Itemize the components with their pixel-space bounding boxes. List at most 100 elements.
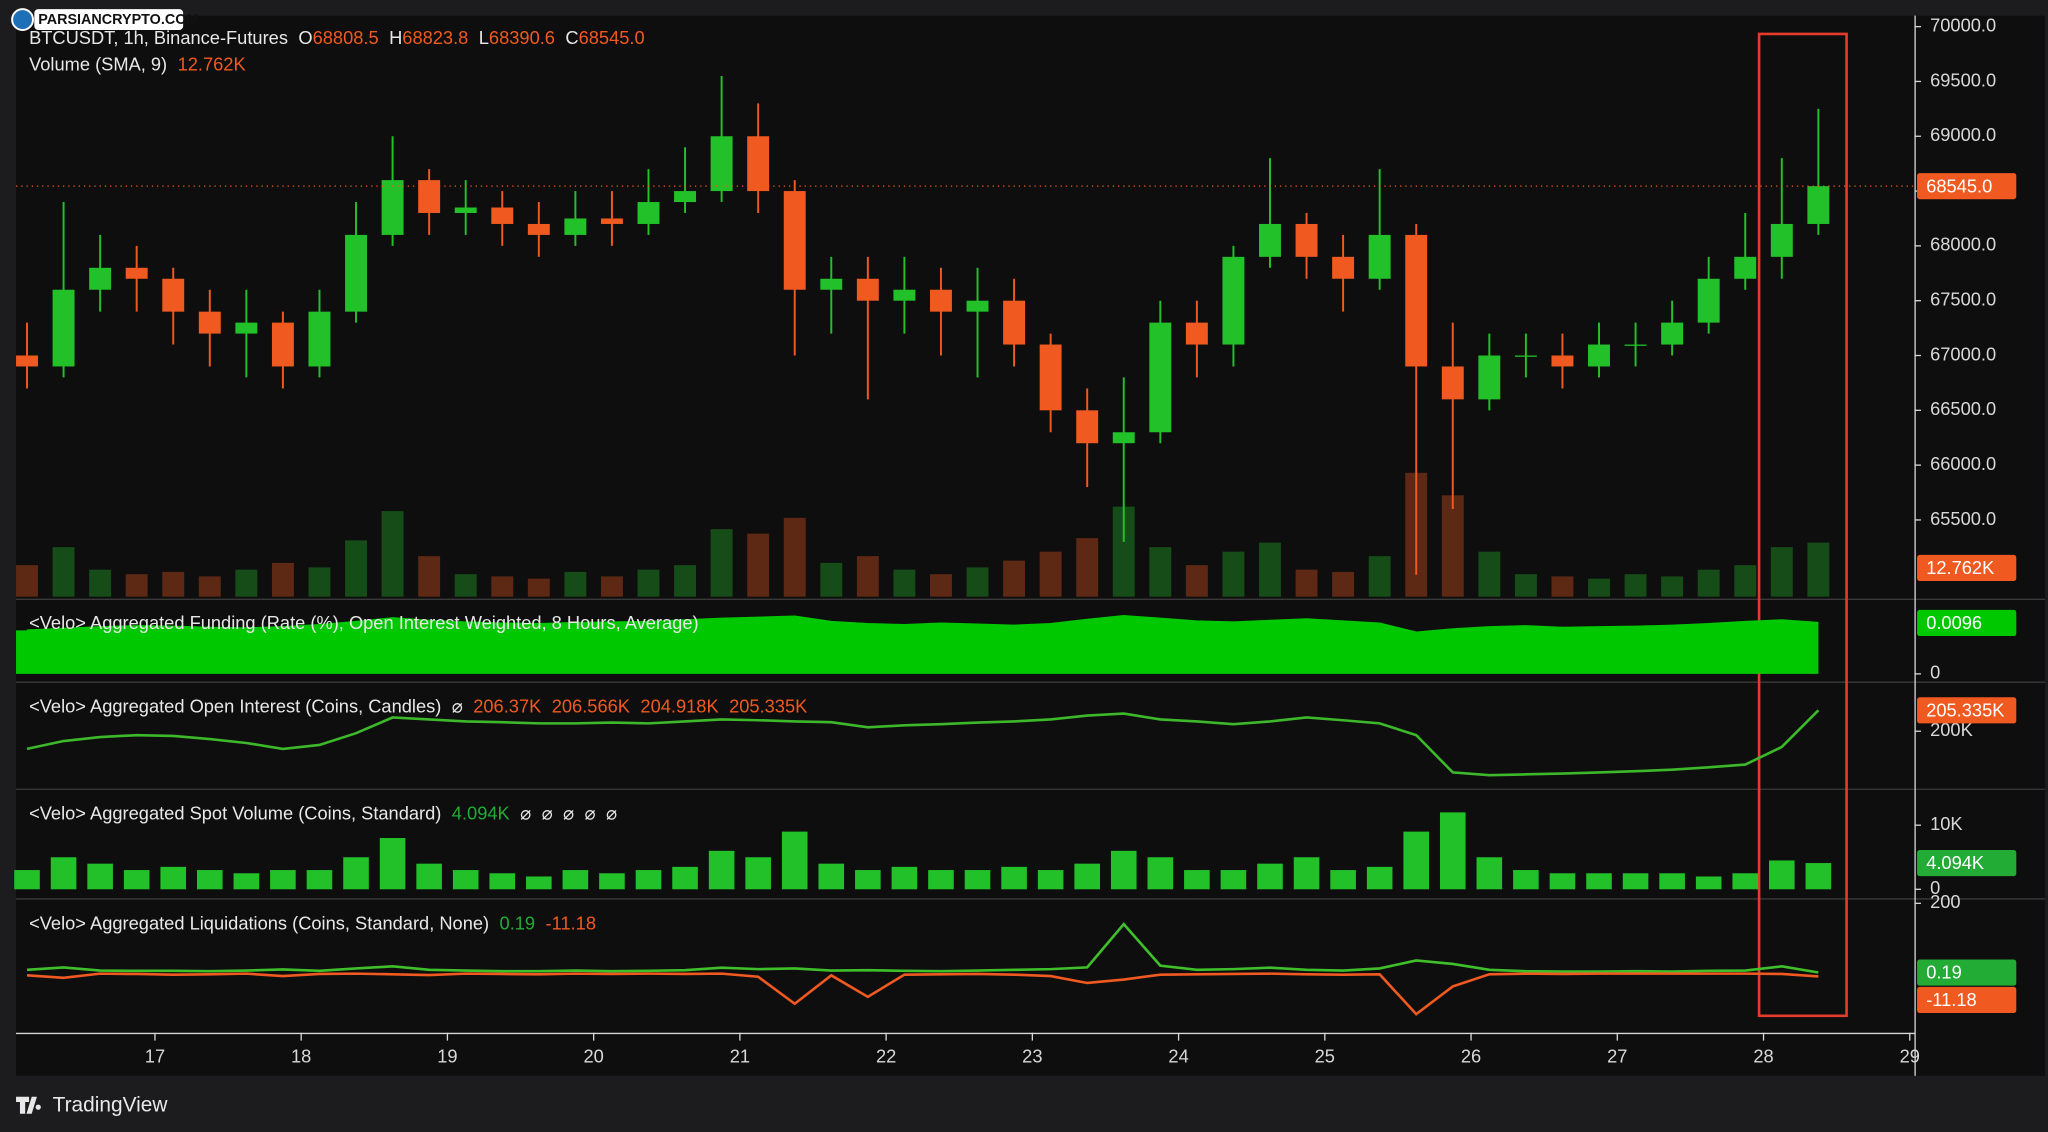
value-tag-box xyxy=(1917,959,2017,986)
value-tag-box xyxy=(1917,173,2017,200)
volume-bar xyxy=(1624,574,1647,597)
value-tag-label: 68545.0 xyxy=(1926,175,1992,196)
volume-bar xyxy=(1259,542,1281,597)
y-tick-label: 66000.0 xyxy=(1930,453,1996,474)
candle-body xyxy=(1149,322,1172,433)
volume-bar xyxy=(162,571,185,597)
candle-body xyxy=(1003,300,1026,345)
volume-bar xyxy=(1222,551,1245,597)
bar xyxy=(745,857,771,890)
value-tag-box xyxy=(1917,554,2017,581)
candle-body xyxy=(1588,344,1610,367)
volume-bar xyxy=(527,578,550,597)
volume-bar xyxy=(345,540,367,597)
bar xyxy=(928,870,954,890)
bar xyxy=(306,870,333,890)
bar xyxy=(1769,860,1795,890)
volume-bar xyxy=(820,562,843,597)
candle-body xyxy=(1185,322,1208,345)
volume-bar xyxy=(893,569,916,597)
legend-symbol: ⌀ xyxy=(563,803,574,824)
candle-body xyxy=(125,267,148,279)
legend-title: Volume (SMA, 9) xyxy=(29,53,167,74)
value-tag: 0.0096 xyxy=(1917,609,2017,636)
candle-body xyxy=(747,136,770,192)
logo: TradingView xyxy=(16,1093,168,1116)
bar xyxy=(964,870,991,890)
legend-title: BTCUSDT, 1h, Binance-Futures xyxy=(29,27,288,48)
volume-bar xyxy=(454,574,477,597)
legend-title: <Velo> Aggregated Funding (Rate (%), Ope… xyxy=(29,612,698,633)
legend: BTCUSDT, 1h, Binance-Futures O68808.5 H688… xyxy=(29,27,645,48)
legend-title: <Velo> Aggregated Open Interest (Coins, … xyxy=(29,695,441,716)
volume-bar xyxy=(1478,551,1501,597)
y-tick-label: 0 xyxy=(1930,877,1940,898)
volume-bar xyxy=(929,574,952,597)
watermark-box xyxy=(34,9,184,31)
volume-bar xyxy=(16,565,38,597)
x-tick-label: 26 xyxy=(1461,1045,1481,1066)
volume-bar xyxy=(1185,565,1208,597)
volume-bar xyxy=(418,556,441,597)
legend: Volume (SMA, 9) 12.762K xyxy=(29,53,246,74)
bar xyxy=(416,863,442,890)
bar xyxy=(1513,870,1539,890)
x-tick-label: 29 xyxy=(1900,1045,1920,1066)
candle-body xyxy=(600,218,623,224)
line xyxy=(26,709,1820,777)
y-tick-label: 200K xyxy=(1930,719,1973,740)
legend-value: 206.566K xyxy=(552,695,630,716)
x-tick-label: 17 xyxy=(145,1045,165,1066)
area-line xyxy=(26,615,1819,634)
bar xyxy=(233,873,260,890)
bar xyxy=(1476,857,1503,890)
candle-body xyxy=(1076,410,1099,444)
bar xyxy=(1257,863,1283,890)
legend-key: O xyxy=(298,27,312,48)
candle-body xyxy=(52,289,75,367)
bar xyxy=(1622,873,1649,890)
candle-body xyxy=(235,322,258,334)
volume-bar xyxy=(1003,560,1026,597)
volume-bar xyxy=(271,562,294,597)
candle-body xyxy=(893,289,916,301)
legend-title: <Velo> Aggregated Spot Volume (Coins, St… xyxy=(29,803,441,824)
candle-body xyxy=(1295,223,1318,257)
candle-body xyxy=(1332,256,1355,279)
legend-key: C xyxy=(565,27,578,48)
legend-symbol: ⌀ xyxy=(606,803,617,824)
bar xyxy=(635,870,662,890)
volume-bar xyxy=(1697,569,1720,597)
bar xyxy=(526,876,552,890)
bar xyxy=(50,857,77,890)
y-tick-label: 10K xyxy=(1930,813,1963,834)
volume-bar xyxy=(747,533,770,597)
volume-bar xyxy=(1295,569,1318,597)
bar xyxy=(1805,863,1832,890)
bar xyxy=(1732,873,1759,890)
legend-value: 68390.6 xyxy=(489,27,555,48)
bar xyxy=(818,863,845,890)
x-tick-label: 28 xyxy=(1753,1045,1773,1066)
candle-body xyxy=(198,311,221,334)
volume-bar xyxy=(198,576,221,597)
candle-body xyxy=(820,278,843,290)
bar xyxy=(781,831,808,890)
legend: <Velo> Aggregated Open Interest (Coins, … xyxy=(29,695,807,716)
volume-bar xyxy=(637,569,660,597)
watermark: PARSIANCRYPTO.COM xyxy=(11,8,198,32)
candle-body xyxy=(856,278,879,301)
candle-body xyxy=(1661,322,1684,345)
legend-value: 206.37K xyxy=(473,695,541,716)
value-tag-label: 205.335K xyxy=(1926,699,2004,720)
legend-symbol: ⌀ xyxy=(452,695,463,716)
volume-bar xyxy=(1368,556,1391,597)
y-tick-label: 68000.0 xyxy=(1930,234,1996,255)
candle-body xyxy=(162,278,185,312)
legend-title: <Velo> Aggregated Liquidations (Coins, S… xyxy=(29,912,489,933)
volume-bar xyxy=(1149,547,1172,597)
bar xyxy=(562,870,589,890)
x-tick-label: 24 xyxy=(1168,1045,1188,1066)
